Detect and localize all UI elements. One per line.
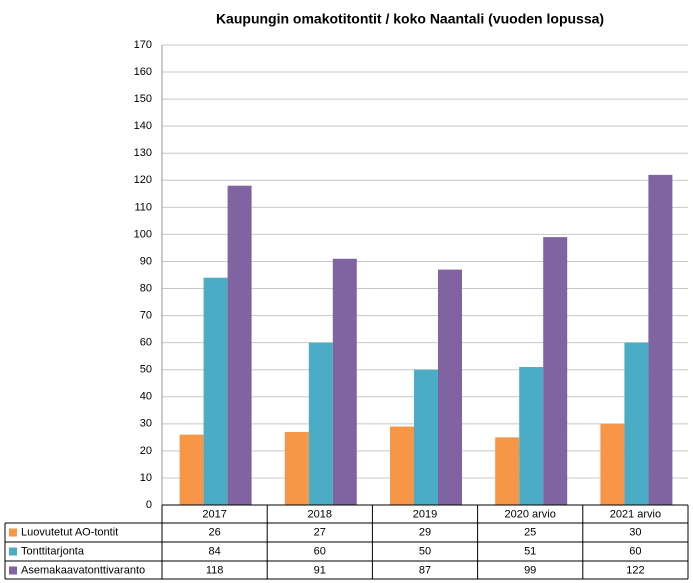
legend-label: Asemakaavatonttivaranto <box>21 564 145 576</box>
x-tick-label: 2020 arvio <box>505 508 556 520</box>
y-tick-label: 110 <box>134 201 152 213</box>
table-value: 25 <box>524 526 536 538</box>
bar <box>203 277 228 505</box>
table-value: 51 <box>524 545 536 557</box>
chart-title: Kaupungin omakotitontit / koko Naantali … <box>216 11 604 27</box>
y-tick-label: 50 <box>140 364 152 376</box>
legend-swatch <box>9 528 17 537</box>
y-tick-label: 150 <box>134 93 152 105</box>
y-tick-label: 30 <box>140 418 152 430</box>
bar <box>519 367 544 505</box>
table-value: 91 <box>314 564 326 576</box>
bar <box>495 437 520 505</box>
table-value: 27 <box>314 526 326 538</box>
bar <box>284 431 309 505</box>
x-tick-label: 2019 <box>413 508 437 520</box>
table-value: 99 <box>524 564 536 576</box>
y-tick-label: 0 <box>146 499 152 511</box>
bar <box>624 342 649 505</box>
legend-swatch <box>9 547 17 556</box>
table-value: 60 <box>314 545 326 557</box>
bar <box>648 174 673 505</box>
table-value: 26 <box>208 526 220 538</box>
table-value: 50 <box>419 545 431 557</box>
x-tick-label: 2017 <box>202 508 226 520</box>
bar <box>390 426 414 505</box>
legend-label: Tonttitarjonta <box>21 545 85 557</box>
bar <box>438 269 462 505</box>
y-tick-label: 10 <box>140 472 152 484</box>
bar <box>600 423 625 505</box>
y-tick-label: 130 <box>134 147 152 159</box>
table-value: 30 <box>629 526 641 538</box>
y-tick-label: 40 <box>140 391 152 403</box>
x-tick-label: 2018 <box>308 508 332 520</box>
y-tick-label: 160 <box>134 66 152 78</box>
y-tick-label: 60 <box>140 337 152 349</box>
legend-swatch <box>9 566 17 575</box>
y-tick-label: 90 <box>140 255 152 267</box>
y-tick-label: 80 <box>140 282 152 294</box>
table-value: 87 <box>419 564 431 576</box>
bar <box>308 342 333 505</box>
y-tick-label: 120 <box>134 174 152 186</box>
table-value: 29 <box>419 526 431 538</box>
y-tick-label: 20 <box>140 445 152 457</box>
y-tick-label: 170 <box>134 39 152 51</box>
bar <box>227 185 252 506</box>
bar <box>414 369 438 505</box>
x-tick-label: 2021 arvio <box>610 508 661 520</box>
table-value: 122 <box>626 564 644 576</box>
y-tick-label: 140 <box>134 120 152 132</box>
y-tick-label: 70 <box>140 309 152 321</box>
table-value: 60 <box>629 545 641 557</box>
legend-label: Luovutetut AO-tontit <box>21 526 118 538</box>
bar <box>179 434 204 505</box>
bar <box>332 258 357 505</box>
table-value: 118 <box>206 564 224 576</box>
bar <box>543 237 568 505</box>
y-tick-label: 100 <box>134 228 152 240</box>
table-value: 84 <box>208 545 220 557</box>
